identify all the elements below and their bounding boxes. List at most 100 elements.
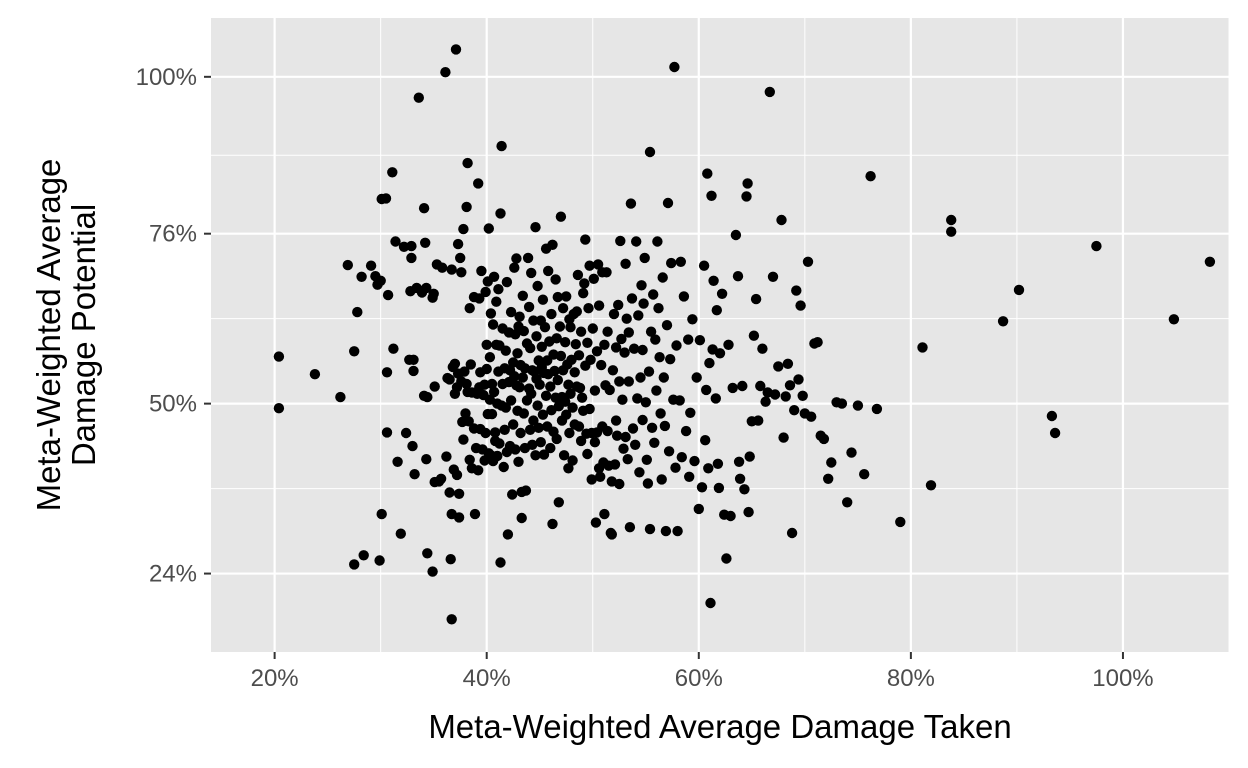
data-point bbox=[547, 239, 558, 250]
data-point bbox=[640, 397, 651, 408]
data-point bbox=[407, 440, 418, 452]
data-point bbox=[917, 342, 928, 353]
data-point bbox=[620, 431, 631, 443]
data-point bbox=[689, 455, 700, 467]
data-point bbox=[621, 313, 632, 324]
y-axis-title-line-2: Damage Potential bbox=[65, 204, 102, 466]
data-point bbox=[639, 252, 650, 264]
data-point bbox=[567, 402, 578, 413]
data-point bbox=[480, 286, 491, 298]
data-point bbox=[586, 474, 597, 485]
data-point bbox=[666, 257, 677, 269]
data-point bbox=[764, 86, 775, 98]
y-axis-ticks: 24% 50% 76% 100% bbox=[136, 64, 211, 588]
data-point bbox=[526, 267, 537, 279]
data-point bbox=[757, 343, 768, 354]
data-point bbox=[793, 374, 804, 385]
data-point bbox=[760, 396, 771, 407]
data-point bbox=[505, 395, 517, 406]
data-point bbox=[395, 528, 406, 539]
data-point bbox=[569, 367, 580, 378]
data-point bbox=[512, 348, 523, 359]
data-point bbox=[579, 278, 590, 289]
data-point bbox=[670, 462, 681, 473]
data-point bbox=[648, 289, 659, 300]
data-point bbox=[776, 214, 787, 226]
data-point bbox=[624, 522, 636, 533]
data-point bbox=[739, 484, 750, 495]
data-point bbox=[652, 236, 663, 247]
data-point bbox=[465, 359, 476, 370]
data-point bbox=[501, 276, 513, 288]
data-point bbox=[753, 415, 764, 426]
data-point bbox=[585, 354, 596, 365]
data-point bbox=[528, 415, 539, 426]
data-point bbox=[599, 339, 610, 350]
data-point bbox=[601, 267, 612, 278]
data-point bbox=[509, 262, 520, 273]
data-point bbox=[737, 380, 748, 392]
data-point bbox=[427, 566, 438, 577]
data-point bbox=[573, 350, 585, 361]
data-point bbox=[520, 485, 532, 496]
data-point bbox=[446, 264, 457, 275]
data-point bbox=[584, 403, 595, 415]
data-point bbox=[836, 398, 848, 409]
data-point bbox=[676, 452, 687, 463]
data-points bbox=[273, 44, 1216, 625]
data-point bbox=[526, 388, 537, 399]
data-point bbox=[553, 497, 564, 508]
data-point bbox=[1046, 410, 1058, 422]
data-point bbox=[582, 337, 593, 348]
data-point bbox=[651, 385, 662, 396]
data-point bbox=[552, 291, 563, 303]
y-axis-title-line-1: Meta-Weighted Average bbox=[30, 159, 67, 512]
data-point bbox=[473, 178, 484, 189]
data-point bbox=[452, 238, 464, 250]
data-point bbox=[643, 366, 655, 377]
x-axis-title: Meta-Weighted Average Damage Taken bbox=[428, 708, 1011, 745]
data-point bbox=[488, 271, 500, 282]
data-point bbox=[730, 229, 742, 241]
data-point bbox=[505, 306, 517, 318]
data-point bbox=[575, 326, 587, 337]
data-point bbox=[537, 409, 549, 420]
data-point bbox=[518, 408, 529, 419]
data-point bbox=[701, 384, 712, 396]
data-point bbox=[543, 265, 554, 277]
data-point bbox=[750, 293, 762, 305]
data-point bbox=[455, 252, 466, 264]
data-point bbox=[514, 382, 525, 393]
data-point bbox=[694, 335, 706, 346]
data-point bbox=[557, 303, 569, 314]
data-point bbox=[582, 448, 593, 460]
data-point bbox=[786, 527, 798, 539]
data-point bbox=[711, 305, 722, 316]
data-point bbox=[511, 253, 522, 264]
data-point bbox=[450, 44, 462, 55]
data-point bbox=[390, 236, 401, 247]
data-point bbox=[645, 326, 657, 337]
data-point bbox=[508, 419, 519, 430]
data-point bbox=[806, 411, 817, 422]
data-point bbox=[494, 438, 505, 449]
data-point bbox=[406, 252, 417, 264]
data-point bbox=[622, 454, 633, 465]
data-point bbox=[547, 518, 558, 530]
data-point bbox=[742, 178, 753, 189]
y-tick-label: 100% bbox=[136, 64, 197, 91]
data-point bbox=[671, 340, 682, 351]
data-point bbox=[309, 369, 321, 380]
data-point bbox=[518, 325, 529, 337]
data-point bbox=[660, 525, 672, 537]
data-point bbox=[495, 557, 506, 568]
data-point bbox=[583, 303, 594, 314]
data-point bbox=[429, 381, 440, 392]
data-point bbox=[406, 240, 417, 252]
data-point bbox=[782, 358, 794, 369]
x-tick-label: 60% bbox=[675, 665, 723, 692]
data-point bbox=[592, 259, 604, 270]
data-point bbox=[510, 329, 521, 340]
data-point bbox=[437, 262, 448, 273]
data-point bbox=[496, 140, 507, 152]
